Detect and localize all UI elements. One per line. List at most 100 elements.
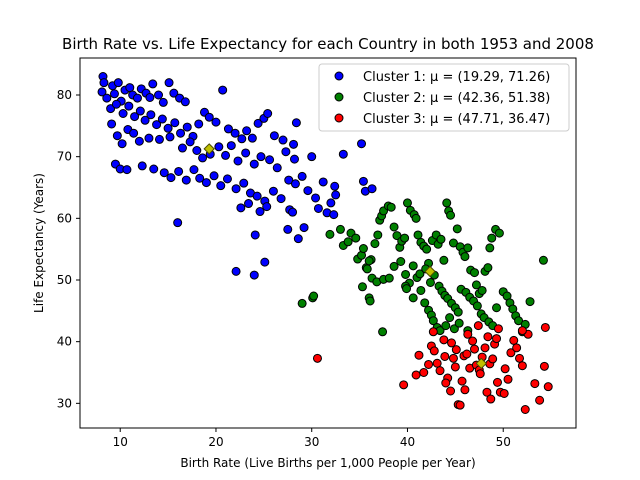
cluster-1-point (236, 203, 246, 213)
points-layer (97, 72, 553, 414)
cluster-2-point (436, 234, 446, 244)
cluster-3-point (475, 369, 485, 379)
cluster-2-point (487, 233, 497, 243)
cluster-3-point (441, 378, 451, 388)
cluster-1-point (214, 142, 224, 152)
cluster-1-point (194, 119, 204, 129)
cluster-1-point (265, 155, 275, 165)
cluster-1-point (338, 149, 348, 159)
cluster-3-point (399, 380, 409, 390)
cluster-1-point (242, 126, 252, 136)
cluster-1-point (163, 123, 173, 133)
cluster-1-point (222, 174, 232, 184)
cluster-1-point (164, 78, 174, 88)
cluster-2-point (384, 273, 394, 283)
cluster-2-point (378, 327, 388, 337)
x-axis-ticks: 10 20 30 40 50 (113, 428, 511, 449)
plot-frame (79, 57, 577, 429)
cluster-1-point (331, 190, 341, 200)
cluster-1-point (99, 78, 109, 88)
y-tick-label: 50 (57, 273, 72, 287)
cluster-3-point (429, 346, 439, 356)
cluster-2-point (483, 263, 493, 273)
cluster-3-point (517, 361, 527, 371)
cluster-3-point (535, 395, 545, 405)
cluster-3-point (312, 353, 322, 363)
cluster-2-point (389, 261, 399, 271)
cluster-3-point (540, 322, 550, 332)
cluster-1-point (148, 79, 158, 89)
cluster-1-point (177, 143, 187, 153)
cluster-2-point (439, 255, 449, 265)
cluster-1-point (303, 186, 313, 196)
cluster-1-point (290, 179, 300, 189)
cluster-1-point (230, 128, 240, 138)
cluster-1-point (111, 99, 121, 109)
cluster-3-point (446, 386, 456, 396)
cluster-3-point (500, 364, 510, 374)
cluster-1-point (122, 165, 132, 175)
cluster-3-point (492, 334, 502, 344)
cluster-1-point (154, 90, 164, 100)
y-tick-label: 60 (57, 211, 72, 225)
cluster-1-point (125, 83, 135, 93)
cluster-3-point (439, 335, 449, 345)
cluster-3-centroid-marker (475, 357, 488, 370)
cluster-3-point (411, 370, 421, 380)
cluster-3-point (447, 338, 457, 348)
legend: Cluster 1: μ = (19.29, 71.26) Cluster 2: … (318, 63, 570, 132)
cluster-3-point (424, 359, 434, 369)
cluster-2-point (445, 313, 455, 323)
cluster-2-point (472, 301, 482, 311)
cluster-1-point (117, 139, 127, 149)
cluster-1-point (357, 139, 367, 149)
cluster-1-point (216, 181, 226, 191)
cluster-2-point (335, 224, 345, 234)
cluster-1-point (330, 181, 340, 191)
cluster-3-point (483, 332, 493, 342)
cluster-1-point (289, 139, 299, 149)
cluster-1-point (247, 133, 257, 143)
cluster-3-point (470, 344, 479, 354)
cluster-1-point (226, 141, 236, 151)
cluster-2-point (362, 264, 372, 274)
cluster-3-point (448, 353, 458, 363)
cluster-2-point (538, 255, 548, 265)
cluster-3-point (460, 385, 470, 395)
cluster-1-point (269, 131, 279, 141)
cluster-1-point (244, 199, 254, 209)
cluster-1-point (174, 166, 184, 176)
cluster-3-point (488, 354, 498, 364)
cluster-1-point (113, 78, 123, 88)
cluster-1-point (326, 198, 336, 208)
cluster-2-point (494, 228, 504, 238)
cluster-2-point (428, 316, 438, 326)
cluster-2-point (413, 230, 423, 240)
cluster-1-point (112, 131, 122, 141)
cluster-2-point (297, 298, 307, 308)
cluster-2-point (477, 285, 487, 295)
cluster-3-point (512, 343, 522, 353)
cluster-1-point (256, 152, 266, 162)
cluster-1-point (185, 137, 195, 147)
cluster-3-point (515, 353, 525, 363)
cluster-2-point (365, 296, 375, 306)
cluster-1-point (109, 89, 119, 99)
cluster-1-point (289, 154, 299, 164)
cluster-2-point (485, 243, 495, 253)
cluster-2-point (470, 268, 479, 278)
cluster-1-point (255, 207, 265, 217)
cluster-1-point (132, 93, 142, 103)
cluster-3-point (414, 350, 424, 360)
cluster-1-point (180, 97, 190, 107)
legend-label-cluster-1: Cluster 1: μ = (19.29, 71.26) (363, 70, 550, 85)
cluster-1-point (281, 147, 291, 157)
cluster-1-point (130, 112, 140, 122)
cluster-2-point (415, 269, 425, 279)
cluster-1-point (313, 203, 323, 213)
x-tick-label: 50 (496, 435, 511, 449)
cluster-2-point (514, 316, 524, 326)
cluster-1-point (307, 152, 317, 162)
cluster-2-point (389, 222, 399, 232)
